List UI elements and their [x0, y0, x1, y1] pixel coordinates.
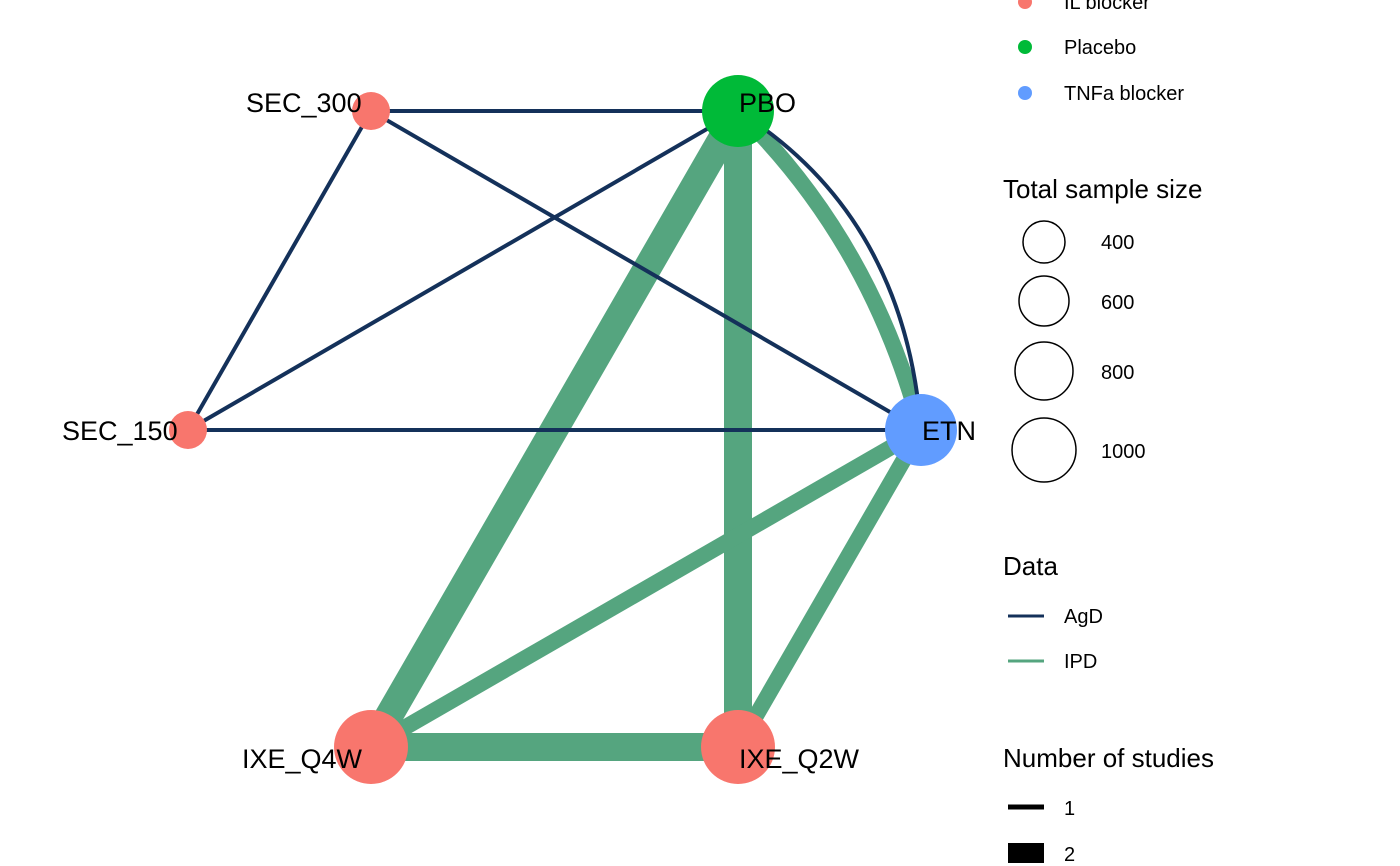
node-pbo [702, 75, 774, 147]
node-label-sec-300: SEC_300 [246, 88, 362, 118]
legend-tnfa-blocker-label: TNFa blocker [1064, 83, 1184, 105]
edges-layer [186, 104, 929, 761]
legend-studies-1-label: 1 [1064, 798, 1075, 820]
node-sec-300 [352, 92, 390, 130]
legend-class-item-placebo: Placebo [1018, 37, 1136, 59]
edge-etn-ixe-q2w-ipd [731, 426, 928, 751]
nodes-layer [169, 75, 957, 784]
node-sec-150 [169, 411, 207, 449]
legend-size-1000-circle [1011, 417, 1077, 483]
legend-size-600-label: 600 [1101, 292, 1134, 314]
edge-etn-ixe-q4w-ipd [367, 423, 925, 754]
legend-il-blocker-dot [1018, 0, 1032, 9]
node-label-ixe-q4w: IXE_Q4W [242, 744, 363, 774]
legend-size-800-label: 800 [1101, 362, 1134, 384]
node-label-sec-150: SEC_150 [62, 416, 178, 446]
legend-placebo-dot [1018, 40, 1032, 54]
legend-ipd-label: IPD [1064, 651, 1097, 673]
edge-pbo-etn-agd [736, 109, 923, 431]
node-ixe-q2w [701, 710, 775, 784]
legend-studies-2-label: 2 [1064, 844, 1075, 866]
labels-layer: SEC_300 PBO SEC_150 ETN IXE_Q4W IXE_Q2W [62, 88, 976, 774]
node-ixe-q4w [334, 710, 408, 784]
legend-size-1000-label: 1000 [1101, 441, 1146, 463]
node-label-pbo: PBO [739, 88, 796, 118]
legend-class-item-tnfa-blocker: TNFa blocker [1018, 83, 1184, 105]
legend-size-600-circle [1018, 275, 1070, 327]
legend-sample-size-title: Total sample size [1003, 174, 1202, 204]
edge-sec-150-pbo-agd [186, 109, 740, 432]
node-label-etn: ETN [922, 416, 976, 446]
edge-pbo-etn-ipd [732, 105, 929, 433]
legend-size-400-circle [1022, 220, 1066, 264]
legend-size-800-circle [1014, 341, 1074, 401]
legend-placebo-label: Placebo [1064, 37, 1136, 59]
edge-sec-300-etn-agd [369, 109, 923, 432]
legend-il-blocker-label: IL blocker [1064, 0, 1150, 14]
legend-agd-label: AgD [1064, 606, 1103, 628]
legend-studies-title: Number of studies [1003, 743, 1214, 773]
legend-tnfa-blocker-dot [1018, 86, 1032, 100]
legend: IL blocker Placebo TNFa blocker Total sa… [1003, 0, 1214, 866]
node-label-ixe-q2w: IXE_Q2W [739, 744, 860, 774]
edge-sec-300-sec-150-agd [186, 110, 373, 431]
legend-size-400-label: 400 [1101, 232, 1134, 254]
node-etn [885, 394, 957, 466]
legend-data-title: Data [1003, 551, 1058, 581]
legend-class-item-il-blocker: IL blocker [1018, 0, 1150, 14]
